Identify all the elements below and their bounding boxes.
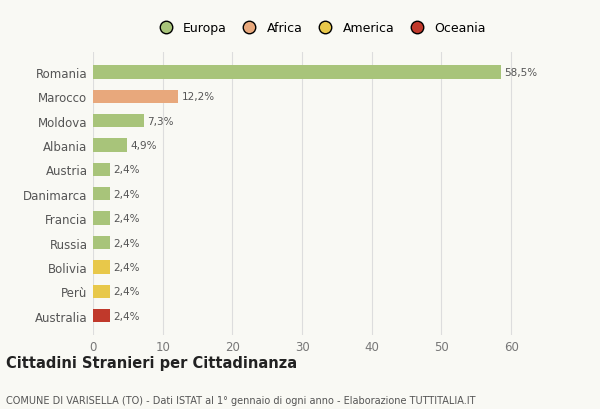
Text: 2,4%: 2,4%: [113, 213, 140, 224]
Text: 2,4%: 2,4%: [113, 311, 140, 321]
Bar: [93, 309, 110, 323]
Text: 2,4%: 2,4%: [113, 165, 140, 175]
Bar: [93, 66, 500, 79]
Text: Cittadini Stranieri per Cittadinanza: Cittadini Stranieri per Cittadinanza: [6, 355, 297, 370]
Bar: [93, 236, 110, 249]
Bar: [93, 163, 110, 177]
Text: 4,9%: 4,9%: [131, 141, 157, 151]
Text: 2,4%: 2,4%: [113, 238, 140, 248]
Bar: [93, 90, 178, 104]
Bar: [93, 212, 110, 225]
Text: 2,4%: 2,4%: [113, 287, 140, 297]
Text: 12,2%: 12,2%: [182, 92, 215, 102]
Text: 7,3%: 7,3%: [148, 116, 174, 126]
Text: COMUNE DI VARISELLA (TO) - Dati ISTAT al 1° gennaio di ogni anno - Elaborazione : COMUNE DI VARISELLA (TO) - Dati ISTAT al…: [6, 395, 476, 405]
Bar: [93, 261, 110, 274]
Text: 2,4%: 2,4%: [113, 189, 140, 199]
Bar: [93, 285, 110, 298]
Text: 2,4%: 2,4%: [113, 262, 140, 272]
Text: 58,5%: 58,5%: [504, 68, 538, 78]
Bar: [93, 115, 144, 128]
Bar: [93, 139, 127, 152]
Bar: [93, 188, 110, 201]
Legend: Europa, Africa, America, Oceania: Europa, Africa, America, Oceania: [151, 20, 488, 38]
